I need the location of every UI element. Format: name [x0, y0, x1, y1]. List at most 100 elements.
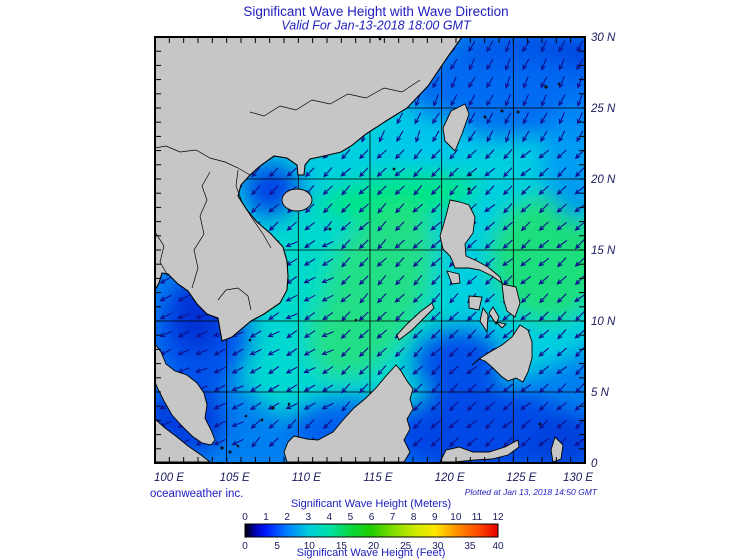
wave-direction-arrow	[556, 203, 567, 213]
wave-direction-arrow	[539, 419, 549, 430]
wave-direction-arrow	[430, 221, 442, 231]
wave-direction-arrow	[413, 167, 423, 178]
wave-direction-arrow	[450, 58, 458, 71]
wave-direction-arrow	[466, 239, 477, 249]
land-palawan	[396, 302, 435, 341]
island-riau-3	[236, 444, 240, 448]
wave-direction-arrow	[448, 365, 459, 375]
wave-direction-arrow	[538, 438, 550, 447]
island-pratas	[392, 167, 396, 171]
wave-direction-arrow	[322, 366, 334, 375]
wave-direction-arrow	[466, 347, 477, 358]
map-title: Significant Wave Height with Wave Direct…	[243, 4, 508, 19]
wave-direction-arrow	[286, 329, 298, 339]
wave-direction-arrow	[503, 203, 513, 214]
wave-direction-arrow	[394, 293, 405, 303]
lat-axis-label: 20 N	[590, 174, 616, 186]
wave-direction-arrow	[303, 366, 316, 374]
wave-direction-arrow	[285, 384, 298, 392]
wave-direction-arrow	[522, 58, 530, 71]
wave-direction-arrow	[502, 419, 514, 429]
land-mindanao	[471, 324, 533, 383]
wave-direction-arrow	[448, 437, 459, 448]
wave-direction-arrow	[574, 203, 585, 213]
lat-axis-label: 0	[591, 458, 598, 470]
wave-direction-arrow	[574, 275, 585, 286]
wave-direction-arrow	[341, 383, 351, 394]
wave-direction-arrow	[413, 148, 423, 160]
wave-direction-arrow	[576, 40, 584, 53]
wave-direction-arrow	[268, 366, 280, 375]
island-batanes	[468, 173, 472, 177]
wave-direction-arrow	[413, 347, 423, 358]
wave-direction-arrow	[466, 275, 477, 285]
wave-direction-arrow	[340, 221, 351, 231]
sea-region-vietnam-coast-aqua	[272, 200, 332, 324]
wave-direction-arrow	[468, 130, 476, 143]
wave-direction-arrow	[522, 130, 530, 143]
island-anambas	[260, 418, 264, 422]
wave-direction-arrow	[269, 185, 279, 196]
wave-direction-arrow	[486, 76, 494, 89]
wave-direction-arrow	[322, 419, 333, 430]
land-cebu	[488, 306, 500, 325]
colorbar-gradient-bar	[244, 523, 499, 538]
wave-direction-arrow	[556, 221, 568, 231]
wave-direction-arrow	[213, 402, 226, 410]
wave-direction-arrow	[395, 203, 405, 214]
wave-direction-arrow	[520, 221, 531, 232]
small-islands	[220, 37, 561, 454]
wave-direction-arrow	[557, 383, 567, 394]
wave-direction-arrow	[251, 203, 261, 214]
land-layer	[155, 37, 564, 463]
wave-direction-arrow	[430, 437, 441, 447]
wave-direction-arrow	[358, 257, 369, 268]
wave-direction-arrow	[286, 348, 298, 357]
wave-direction-arrow	[430, 347, 442, 357]
wave-direction-arrow	[412, 437, 423, 447]
wave-direction-arrow	[340, 203, 351, 214]
wave-direction-arrow	[576, 94, 583, 107]
wave-direction-arrow	[538, 185, 549, 195]
land-malay-peninsula	[155, 343, 216, 446]
wave-direction-arrow	[484, 437, 495, 448]
wave-direction-arrow	[466, 185, 477, 196]
wave-direction-arrow	[556, 240, 568, 249]
wave-direction-arrow	[574, 294, 585, 303]
wave-direction-arrow	[358, 221, 369, 231]
wave-direction-arrow	[304, 240, 316, 249]
wave-direction-arrow	[503, 149, 513, 160]
wave-direction-arrow	[448, 311, 459, 321]
lon-axis-label: 110 E	[292, 472, 322, 484]
credits: oceanweather inc. Plotted at Jan 13, 201…	[150, 487, 598, 500]
wave-direction-arrow	[394, 239, 405, 249]
land-bohol	[494, 321, 507, 329]
wave-direction-arrow	[341, 400, 351, 412]
wave-direction-arrow	[431, 167, 441, 178]
colorbar-feet-ticks: 0 5 10 15 20 25 30 35 40	[242, 541, 504, 552]
wave-direction-arrow	[249, 402, 262, 411]
wave-direction-arrow	[540, 94, 547, 107]
wave-direction-arrow	[213, 384, 226, 392]
wave-direction-arrow	[358, 365, 369, 375]
wave-direction-arrow	[557, 329, 567, 340]
island-natuna-2	[287, 402, 291, 406]
wave-direction-arrow	[321, 240, 334, 248]
wave-direction-arrow	[321, 402, 334, 410]
wave-direction-arrow	[522, 94, 530, 107]
wave-direction-arrow	[574, 438, 585, 447]
wave-direction-arrow	[430, 239, 441, 249]
wave-direction-arrow	[520, 203, 531, 213]
wave-direction-arrow	[558, 112, 565, 125]
wave-direction-arrow	[539, 203, 549, 214]
wave-direction-arrow	[504, 76, 511, 89]
wave-direction-arrow	[267, 348, 280, 356]
wave-direction-arrow	[538, 329, 549, 339]
map-plot	[154, 36, 586, 464]
wave-direction-arrow	[431, 275, 441, 286]
wave-direction-arrow	[412, 365, 423, 375]
wave-direction-arrow	[358, 203, 369, 213]
colorbar-meters-tick: 6	[369, 512, 375, 523]
land-negros	[479, 306, 489, 334]
